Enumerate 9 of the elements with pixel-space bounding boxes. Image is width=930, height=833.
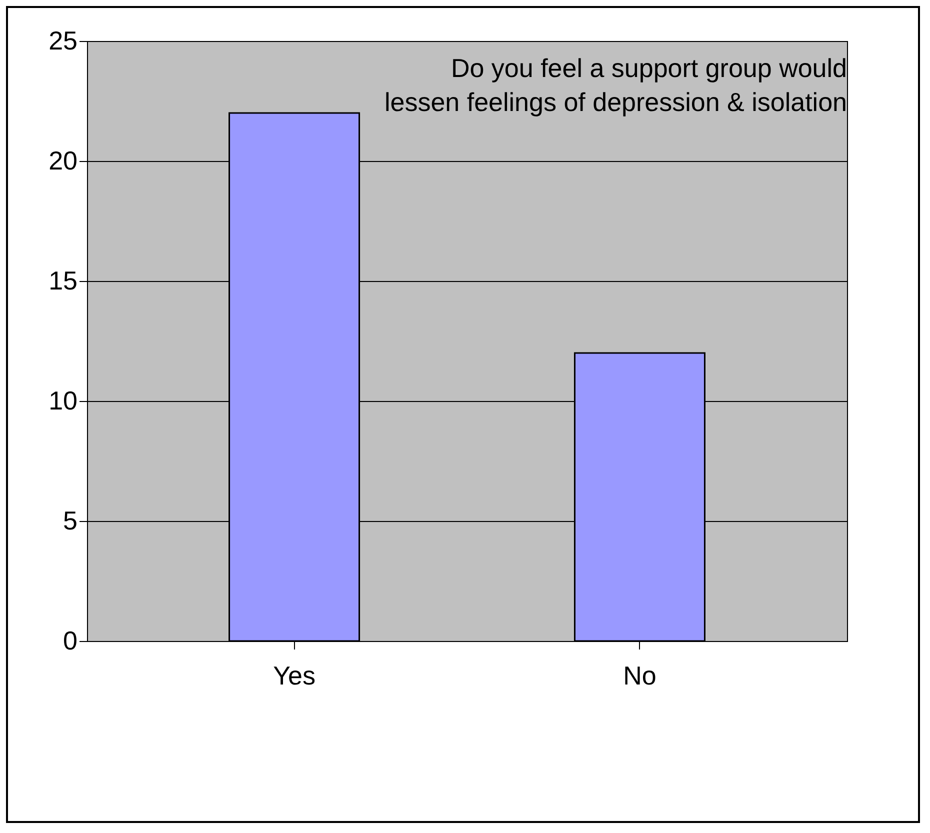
- x-tick-label: No: [623, 660, 656, 690]
- text: Do you feel a support group would lessen feelings of depression & isolation: [384, 53, 847, 117]
- y-tick-label: 5: [63, 506, 78, 536]
- y-tick-label: 20: [48, 146, 78, 176]
- y-tick-label: 15: [48, 266, 78, 296]
- y-tick-label: 0: [63, 626, 78, 656]
- y-tick-label: 25: [48, 26, 78, 56]
- y-tick-label: 10: [48, 386, 78, 416]
- x-tick-label: Yes: [273, 660, 316, 690]
